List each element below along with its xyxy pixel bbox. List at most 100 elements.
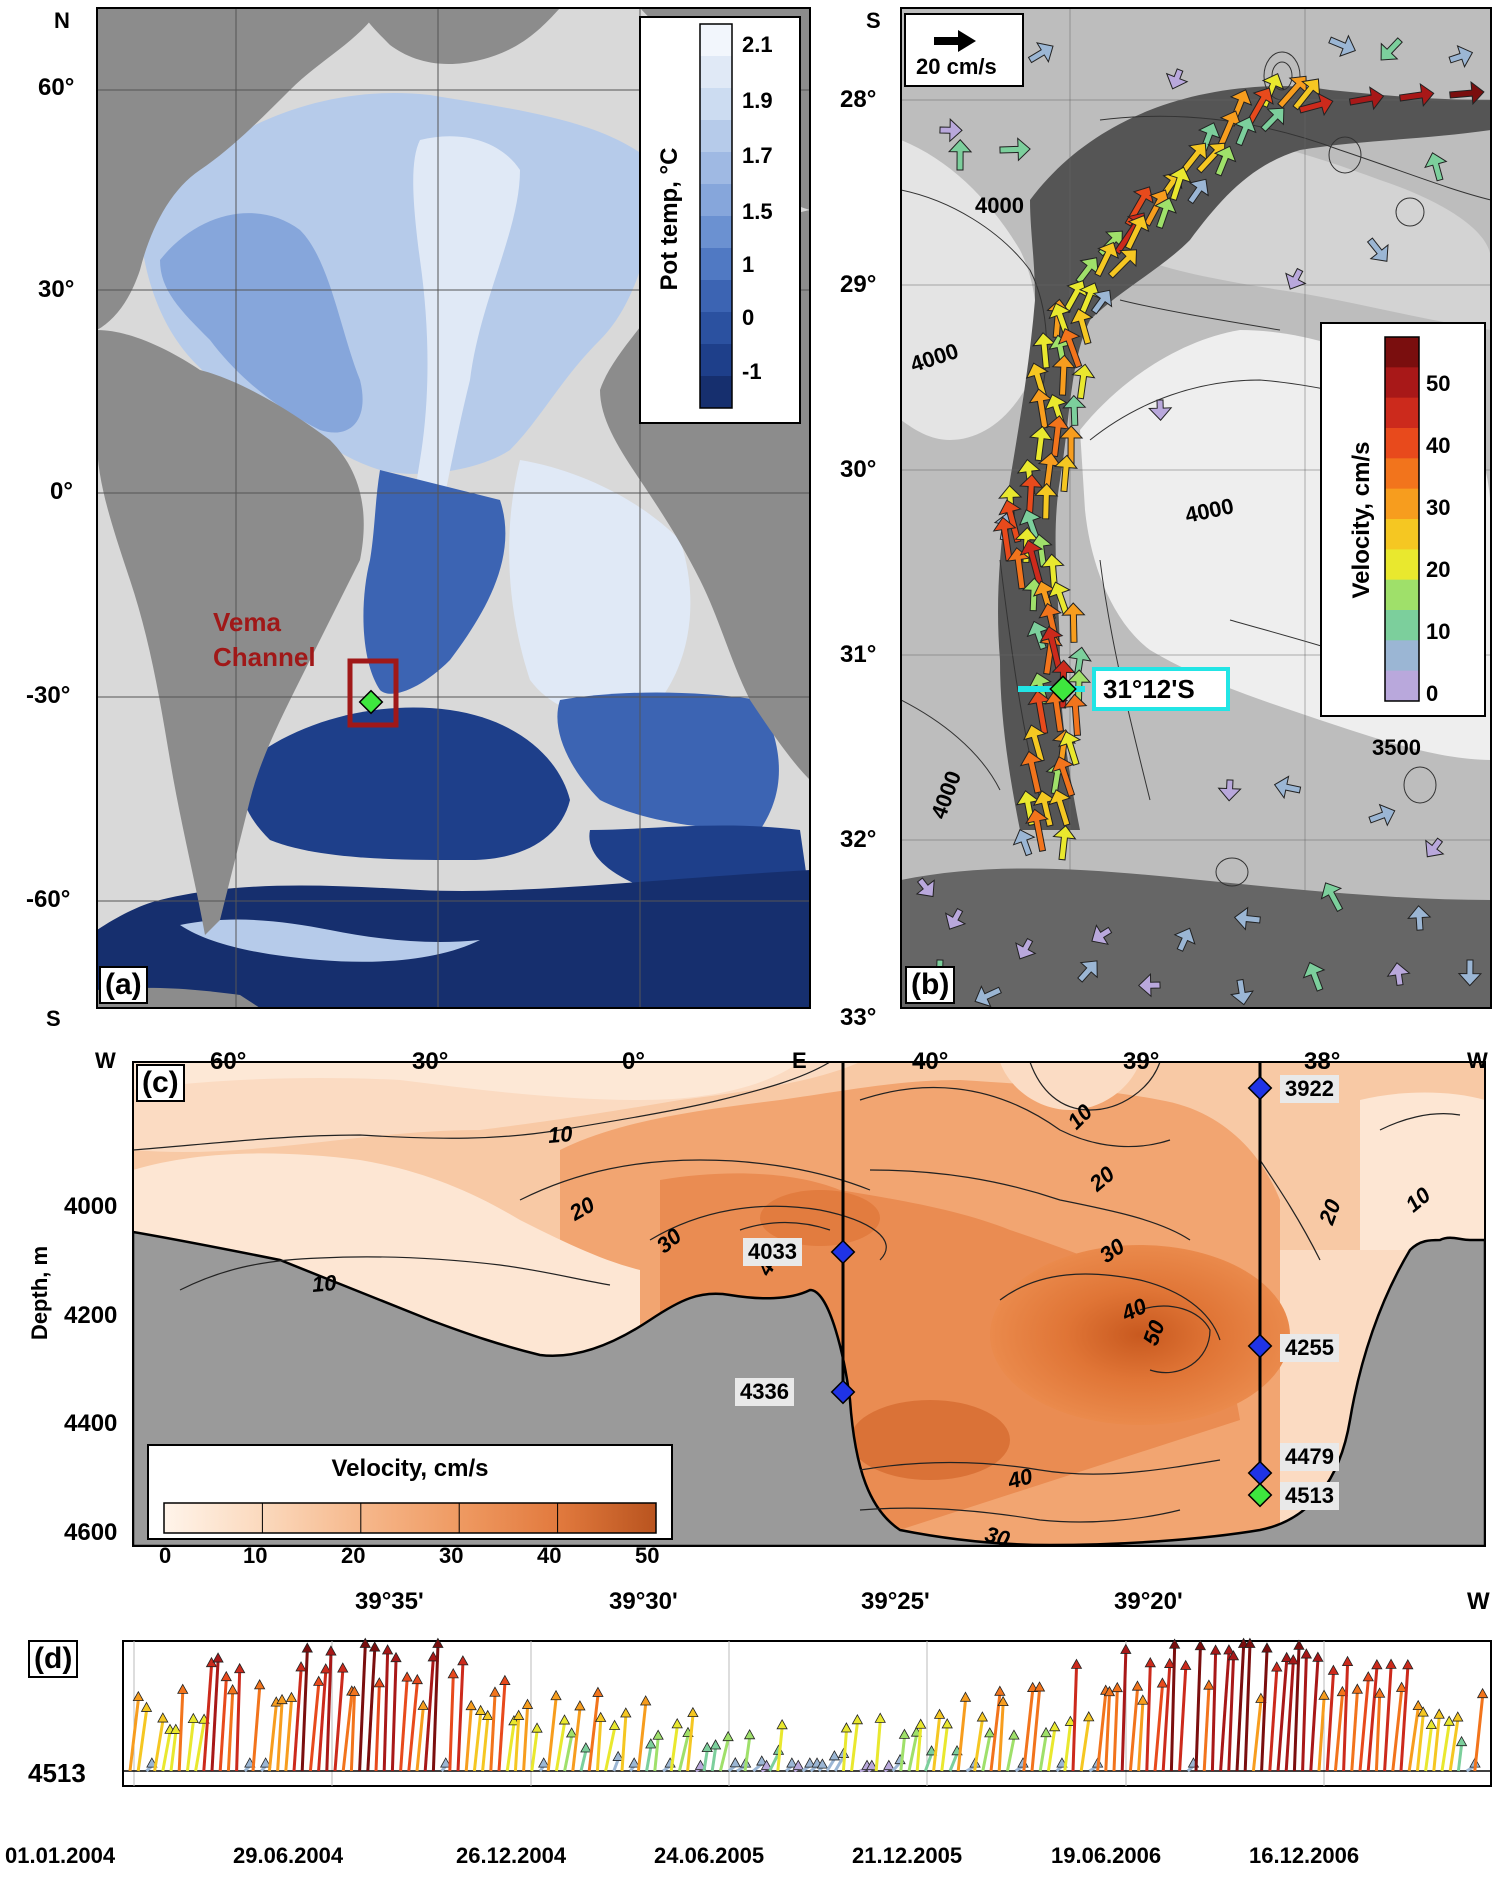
velocity-vector: [1302, 961, 1326, 992]
velocity-stick: [235, 1671, 242, 1772]
velocity-vector: [1071, 363, 1096, 400]
velocity-vector: [1045, 415, 1070, 458]
velocity-vector: [947, 139, 973, 171]
velocity-vector: [1260, 107, 1285, 133]
north-deep-basin: [160, 213, 363, 433]
velocity-stick: [1309, 1660, 1320, 1772]
velocity-stick-head: [874, 1712, 886, 1723]
velocity-stick-head: [1070, 1658, 1083, 1669]
velocity-stick-head: [474, 1704, 487, 1715]
velocity-stick-head: [1180, 1659, 1192, 1670]
velocity-stick-head: [1417, 1706, 1429, 1717]
velocity-vector: [1328, 34, 1356, 57]
pot-temp-tick: 1.7: [742, 143, 773, 168]
velocity-stick: [128, 1699, 140, 1772]
velocity-stick: [325, 1654, 333, 1772]
velocity-stick: [530, 1730, 539, 1772]
velocity-stick: [194, 1722, 206, 1772]
velocity-stick-head: [565, 1727, 578, 1738]
scale-box: [904, 13, 1024, 87]
velocity-vector: [1285, 267, 1307, 290]
velocity-vector: [1048, 789, 1072, 827]
velocity-stick: [636, 1703, 648, 1772]
velocity-stick-head: [369, 1641, 381, 1652]
velocity-vector: [1399, 82, 1435, 107]
velocity-stick: [1424, 1727, 1433, 1772]
panel-c-section: [132, 1061, 1486, 1547]
velocity-stick-head: [1336, 1685, 1349, 1697]
velocity-stick-head: [411, 1673, 423, 1685]
velocity-core-deep: [850, 1400, 1010, 1480]
scale-label: 20 cm/s: [916, 54, 997, 79]
velocity-stick-head: [1362, 1671, 1374, 1682]
velocity-stick: [489, 1695, 497, 1772]
velocity-stick: [382, 1652, 390, 1772]
velocity-vector: [1061, 602, 1086, 643]
south-atlantic-east: [557, 692, 779, 830]
velocity-stick-head: [1271, 1661, 1283, 1672]
panel-a-corner-w: W: [95, 1048, 116, 1073]
velocity-stick: [874, 1721, 882, 1772]
velocity-color-step: [1385, 549, 1419, 581]
velocity-b-tick: 20: [1426, 557, 1451, 582]
pot-temp-color-step: [700, 312, 732, 345]
velocity-stick-head: [457, 1655, 469, 1666]
pot-temp-colorbar-title: Pot temp, °C: [656, 147, 683, 291]
velocity-stick-head: [1261, 1642, 1273, 1653]
velocity-stick: [505, 1723, 516, 1772]
velocity-stick-head: [1111, 1681, 1123, 1693]
panel-b-corner-s: S: [866, 8, 881, 33]
panel-d-label: (d): [28, 1640, 79, 1678]
velocity-vector: [939, 118, 963, 143]
panel-a-lat-tick: -60°: [26, 886, 71, 913]
pot-temp-tick: 0: [742, 305, 755, 330]
velocity-b-tick: 30: [1426, 495, 1451, 520]
velocity-stick-head: [1412, 1699, 1424, 1711]
velocity-stick: [1153, 1686, 1164, 1772]
velocity-stick: [1350, 1692, 1359, 1772]
panel-a-lat-tick: 0°: [50, 478, 73, 505]
panel-c-label: (c): [136, 1064, 185, 1102]
velocity-stick: [1079, 1719, 1091, 1772]
pot-temp-color-step: [700, 152, 732, 185]
velocity-stick-head: [997, 1695, 1009, 1707]
velocity-stick-head: [574, 1700, 586, 1711]
velocity-vector: [1233, 906, 1261, 931]
panel-a-corner-e: E: [792, 1048, 807, 1073]
panel-a-label: (a): [99, 966, 148, 1004]
velocity-vector: [1028, 425, 1054, 462]
velocity-vector: [1179, 142, 1208, 175]
velocity-stick: [669, 1726, 679, 1772]
angola-basin: [509, 460, 691, 718]
velocity-stick-head: [489, 1686, 501, 1697]
velocity-stick: [571, 1708, 582, 1772]
velocity-stick: [136, 1710, 149, 1772]
velocity-stick: [1251, 1701, 1263, 1772]
velocity-stick: [522, 1707, 530, 1772]
velocity-stick-head: [1476, 1687, 1489, 1699]
velocity-stick: [448, 1676, 455, 1772]
velocity-stick: [833, 1755, 845, 1772]
panel-a-map: [96, 7, 811, 1009]
velocity-stick-head: [1341, 1655, 1354, 1667]
panel-b-lat-tick: 30°: [840, 456, 877, 483]
velocity-vector: [1124, 214, 1150, 251]
velocity-vector: [1006, 547, 1031, 590]
velocity-vector: [1148, 399, 1173, 421]
legend-tick-label: 40: [537, 1543, 562, 1568]
velocity-stick-head: [776, 1719, 788, 1730]
velocity-vector: [1075, 257, 1099, 285]
velocity-stick-head: [440, 1757, 452, 1768]
velocity-stick-head: [1156, 1677, 1169, 1688]
velocity-vector: [1019, 750, 1044, 794]
panel-c-x-tick: 39°25': [861, 1588, 930, 1615]
velocity-stick-head: [1371, 1658, 1383, 1670]
velocity-stick-head: [432, 1637, 444, 1648]
legend-tick-label: 0: [159, 1543, 172, 1568]
mooring-depth-label: 3922: [1280, 1075, 1339, 1103]
contour-label: 4000: [975, 193, 1024, 218]
velocity-stick-head: [709, 1739, 722, 1750]
velocity-b-tick: 0: [1426, 681, 1439, 706]
velocity-stick-head: [558, 1714, 571, 1725]
panel-b-lat-tick: 28°: [840, 86, 877, 113]
